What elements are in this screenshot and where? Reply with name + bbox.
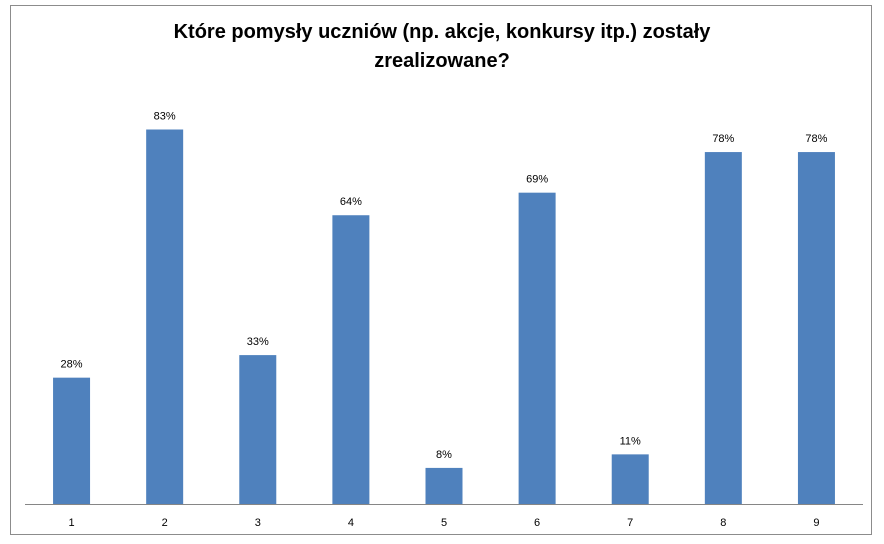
- x-tick-label-1: 1: [68, 517, 74, 529]
- data-label-8: 78%: [712, 133, 734, 145]
- data-label-7: 11%: [620, 435, 641, 447]
- bar-5: [425, 467, 463, 504]
- x-tick-label-5: 5: [441, 517, 447, 529]
- data-label-9: 78%: [805, 133, 827, 145]
- x-tick-label-8: 8: [720, 517, 726, 529]
- data-label-2: 83%: [154, 111, 176, 123]
- bar-4: [332, 215, 370, 504]
- data-labels-layer: 28% 83% 33% 64% 8% 69% 11% 78% 78%: [61, 111, 828, 461]
- bar-8: [704, 152, 742, 504]
- x-tick-label-7: 7: [627, 517, 633, 529]
- bar-6: [518, 192, 556, 504]
- x-axis-ticks: 1 2 3 4 5 6 7 8 9: [68, 517, 819, 529]
- bar-2: [146, 129, 184, 504]
- bar-1: [53, 377, 91, 504]
- bar-3: [239, 355, 277, 504]
- data-label-5: 8%: [436, 449, 452, 461]
- x-tick-label-3: 3: [255, 517, 261, 529]
- bar-7: [611, 454, 649, 504]
- x-tick-label-6: 6: [534, 517, 540, 529]
- data-label-4: 64%: [340, 196, 362, 208]
- data-label-3: 33%: [247, 336, 269, 348]
- chart-title-line-1: Które pomysły uczniów (np. akcje, konkur…: [174, 21, 712, 43]
- bar-9: [797, 152, 835, 504]
- x-tick-label-2: 2: [162, 517, 168, 529]
- x-tick-label-4: 4: [348, 517, 354, 529]
- data-label-6: 69%: [526, 174, 548, 186]
- bars-layer: [53, 129, 835, 504]
- x-tick-label-9: 9: [813, 517, 819, 529]
- chart-title-line-2: zrealizowane?: [374, 50, 510, 72]
- data-label-1: 28%: [61, 359, 83, 371]
